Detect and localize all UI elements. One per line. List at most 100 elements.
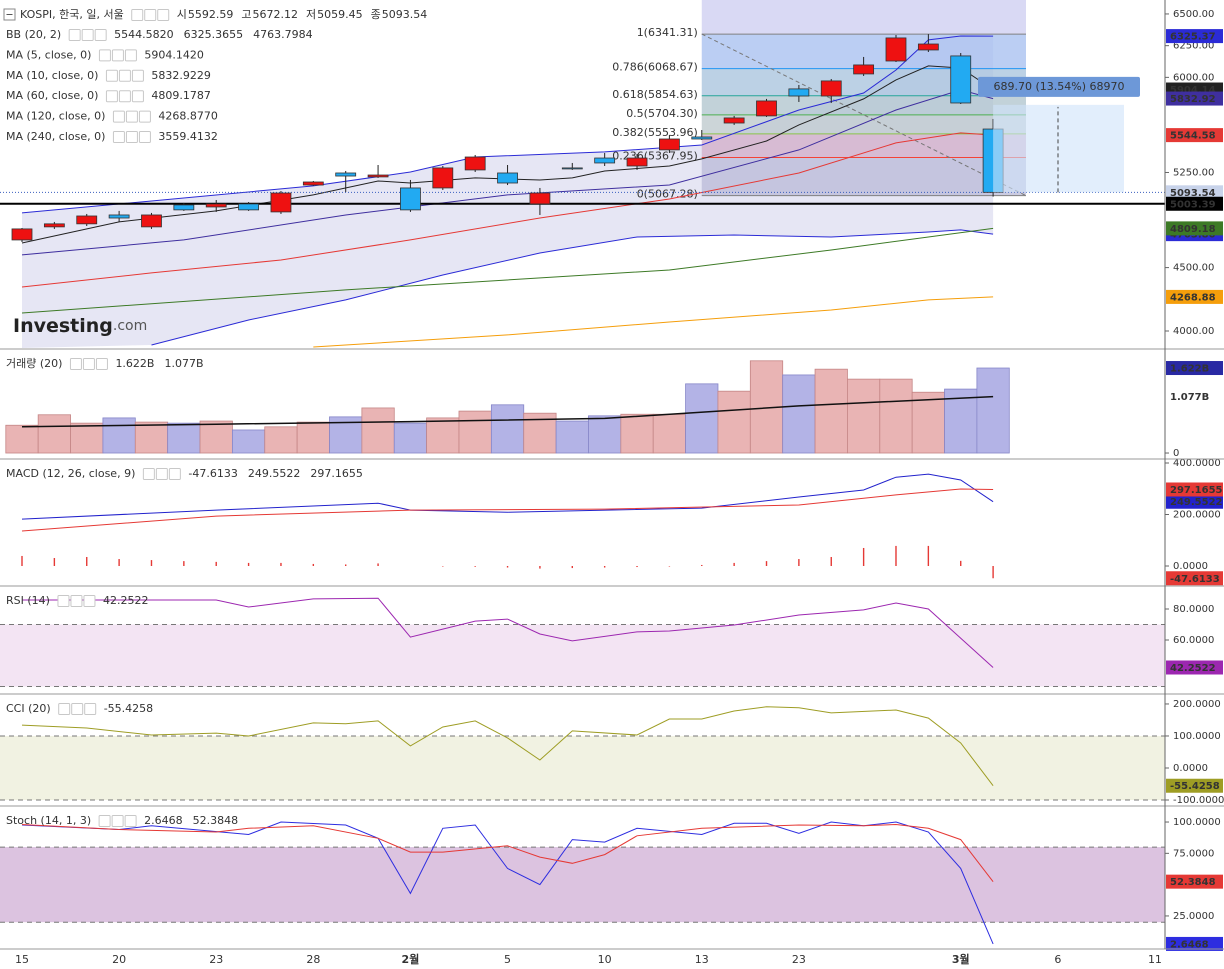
x-tick-label: 15 xyxy=(15,953,29,966)
histogram-bar xyxy=(21,555,23,566)
x-tick-label: 28 xyxy=(306,953,320,966)
legend-value: 5832.9229 xyxy=(151,69,211,82)
legend-icon xyxy=(69,358,82,370)
y-tick-label: 4000.00 xyxy=(1173,326,1214,337)
price-tag xyxy=(1166,482,1223,497)
indicator-line xyxy=(21,823,994,883)
x-tick-label: 6 xyxy=(1054,953,1061,966)
y-tick-label: 4500.00 xyxy=(1173,263,1214,274)
legend-icon xyxy=(98,49,111,62)
x-tick-label: 23 xyxy=(209,953,223,966)
volume-bar xyxy=(5,424,39,454)
watermark-brand: Investing xyxy=(13,315,113,337)
candle-body xyxy=(917,43,939,51)
histogram-bar xyxy=(927,545,930,566)
fib-label: 0.382(5553.96) xyxy=(612,126,698,139)
x-tick-label: 13 xyxy=(695,953,709,966)
volume-bar xyxy=(911,391,945,454)
price-tag-label: 4809.18 xyxy=(1170,224,1216,235)
fib-background xyxy=(701,0,1026,196)
histogram-bar xyxy=(118,559,120,566)
fib-trend xyxy=(701,33,1027,197)
candle-body xyxy=(302,181,324,186)
legend-icon xyxy=(118,90,131,103)
legend-value: 42.2522 xyxy=(103,594,149,607)
watermark: Investing.com xyxy=(13,315,147,337)
legend-name: MACD (12, 26, close, 9) xyxy=(6,467,135,480)
x-tick-label: 3월 xyxy=(952,952,970,966)
legend-icon xyxy=(71,703,84,715)
histogram-bar xyxy=(733,562,735,566)
legend-name: BB (20, 2) xyxy=(6,28,61,41)
legend-name: MA (120, close, 0) xyxy=(6,110,105,123)
candle-body xyxy=(400,187,421,211)
candle-body xyxy=(594,157,616,164)
y-tick-label: 6000.00 xyxy=(1173,72,1214,83)
price-tag xyxy=(1166,196,1223,211)
ohlc-value: 5592.59 xyxy=(188,8,234,21)
histogram-bar xyxy=(603,565,606,568)
y-tick-label: 6250.00 xyxy=(1173,41,1214,52)
price-tag-label: 5003.39 xyxy=(1170,199,1216,210)
volume-bar xyxy=(134,421,169,454)
price-tag xyxy=(1166,571,1223,586)
candle-body xyxy=(432,167,454,189)
price-tag xyxy=(1166,361,1223,376)
price-tag xyxy=(1166,128,1223,143)
volume-bar xyxy=(393,422,428,454)
price-tag xyxy=(1166,289,1223,304)
histogram-bar xyxy=(668,565,671,567)
volume-bar xyxy=(70,422,104,454)
ohlc-value: 5059.45 xyxy=(317,8,363,21)
indicator-line xyxy=(21,89,994,256)
histogram-bar xyxy=(183,561,185,566)
volume-bar xyxy=(37,414,71,454)
y-tick-label: 0.0000 xyxy=(1173,561,1208,572)
legend-value: 1.077B xyxy=(164,357,203,370)
legend-value: 52.3848 xyxy=(193,814,239,827)
panel xyxy=(0,597,1165,687)
legend-icon xyxy=(94,29,107,41)
price-tag xyxy=(1166,874,1223,889)
ohlc-value: 5672.12 xyxy=(252,8,298,21)
volume-bar xyxy=(361,407,395,454)
band-fill xyxy=(0,847,1165,923)
fib-label: 0.618(5854.63) xyxy=(612,88,698,101)
legend-icon xyxy=(131,69,144,82)
volume-bar xyxy=(976,367,1010,454)
histogram-bar xyxy=(86,556,88,566)
histogram-bar xyxy=(830,556,832,566)
price-tag-label: 5544.58 xyxy=(1170,131,1216,142)
legend-icon xyxy=(57,595,70,607)
candle-body xyxy=(723,117,745,124)
legend-icon xyxy=(138,131,151,143)
legend-icon xyxy=(81,29,94,41)
fib-label: 0(5067.28) xyxy=(637,188,698,201)
histogram-bar xyxy=(701,564,703,566)
histogram-bar xyxy=(571,565,573,569)
ohlc-label: 시 xyxy=(177,8,187,21)
legend-icon xyxy=(125,110,138,123)
indicator-line xyxy=(313,296,994,348)
volume-bar xyxy=(944,388,978,454)
histogram-bar xyxy=(312,563,315,566)
legend-name: MA (10, close, 0) xyxy=(6,69,98,82)
fib-zone xyxy=(701,95,1026,115)
ohlc-value: 5093.54 xyxy=(382,8,428,21)
histogram-bar xyxy=(345,564,347,566)
legend-icon xyxy=(105,90,118,103)
legend-icon xyxy=(112,110,125,123)
legend-icon xyxy=(131,9,144,21)
price-tag xyxy=(1166,936,1223,951)
price-tag xyxy=(1166,660,1223,675)
y-tick-label: 100.0000 xyxy=(1173,817,1221,828)
candle-body xyxy=(820,80,842,97)
ohlc-label: 저 xyxy=(306,8,316,21)
candle-body xyxy=(497,172,518,184)
legend-icon xyxy=(95,358,108,370)
volume-bar xyxy=(296,421,330,454)
price-tag-label: 1.622B xyxy=(1170,364,1209,375)
histogram-bar xyxy=(798,559,800,566)
volume-bar xyxy=(199,420,233,454)
